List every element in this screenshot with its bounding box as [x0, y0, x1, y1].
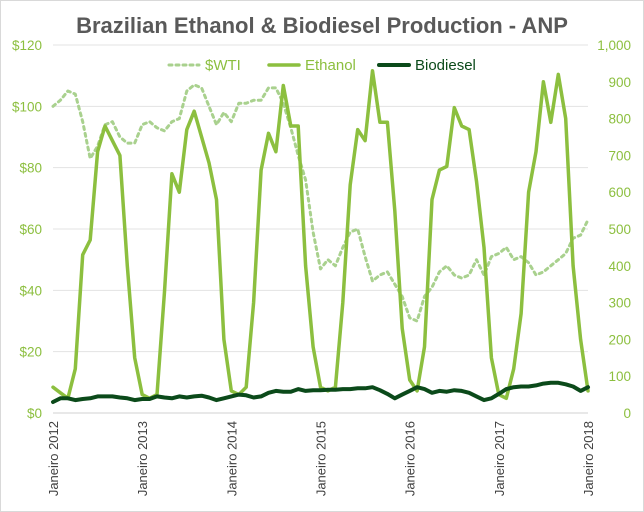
y-right-tick-label: 600 — [608, 185, 631, 200]
y-right-tick-label: 500 — [608, 222, 631, 237]
series-layer — [51, 69, 590, 404]
legend-wti-label: $WTI — [205, 57, 241, 74]
x-tick-label: Janeiro 2013 — [135, 421, 150, 496]
x-axis: Janeiro 2012 Janeiro 2013 Janeiro 2014 Jane… — [46, 421, 596, 496]
wti-series-line — [51, 83, 590, 323]
y-left-tick-label: $60 — [19, 222, 42, 237]
y-left-tick-label: $40 — [19, 283, 42, 298]
x-tick-label: Janeiro 2015 — [314, 421, 329, 496]
ethanol-series-line — [51, 69, 590, 401]
x-tick-label: Janeiro 2012 — [46, 421, 61, 496]
y-left-axis: $0 $20 $40 $60 $80 $100 $120 — [12, 38, 42, 421]
x-tick-label: Janeiro 2016 — [403, 421, 418, 496]
y-right-tick-label: 400 — [608, 259, 631, 274]
x-tick-label: Janeiro 2014 — [224, 421, 239, 496]
x-tick-label: Janeiro 2017 — [492, 421, 507, 496]
y-left-tick-label: $100 — [12, 99, 42, 114]
legend-biodiesel-label: Biodiesel — [415, 57, 476, 74]
legend-ethanol-label: Ethanol — [305, 57, 356, 74]
y-right-tick-label: 200 — [608, 332, 631, 347]
y-right-tick-label: 900 — [608, 75, 631, 90]
biodiesel-series-line — [51, 380, 590, 404]
y-right-tick-label: 700 — [608, 148, 631, 163]
x-tick-label: Janeiro 2018 — [581, 421, 596, 496]
y-right-axis: 0 100 200 300 400 500 600 700 800 900 1,000 — [597, 38, 631, 421]
y-right-tick-label: 0 — [623, 406, 631, 421]
y-left-tick-label: $0 — [27, 406, 42, 421]
y-left-tick-label: $80 — [19, 161, 42, 176]
y-right-tick-label: 100 — [608, 369, 631, 384]
gridlines — [53, 44, 588, 414]
y-right-tick-label: 1,000 — [597, 38, 631, 53]
y-left-tick-label: $120 — [12, 38, 42, 53]
y-right-tick-label: 800 — [608, 112, 631, 127]
legend: $WTI Ethanol Biodiesel — [167, 57, 476, 74]
y-right-tick-label: 300 — [608, 296, 631, 311]
y-left-tick-label: $20 — [19, 345, 42, 360]
chart-title: Brazilian Ethanol & Biodiesel Production… — [76, 13, 568, 38]
